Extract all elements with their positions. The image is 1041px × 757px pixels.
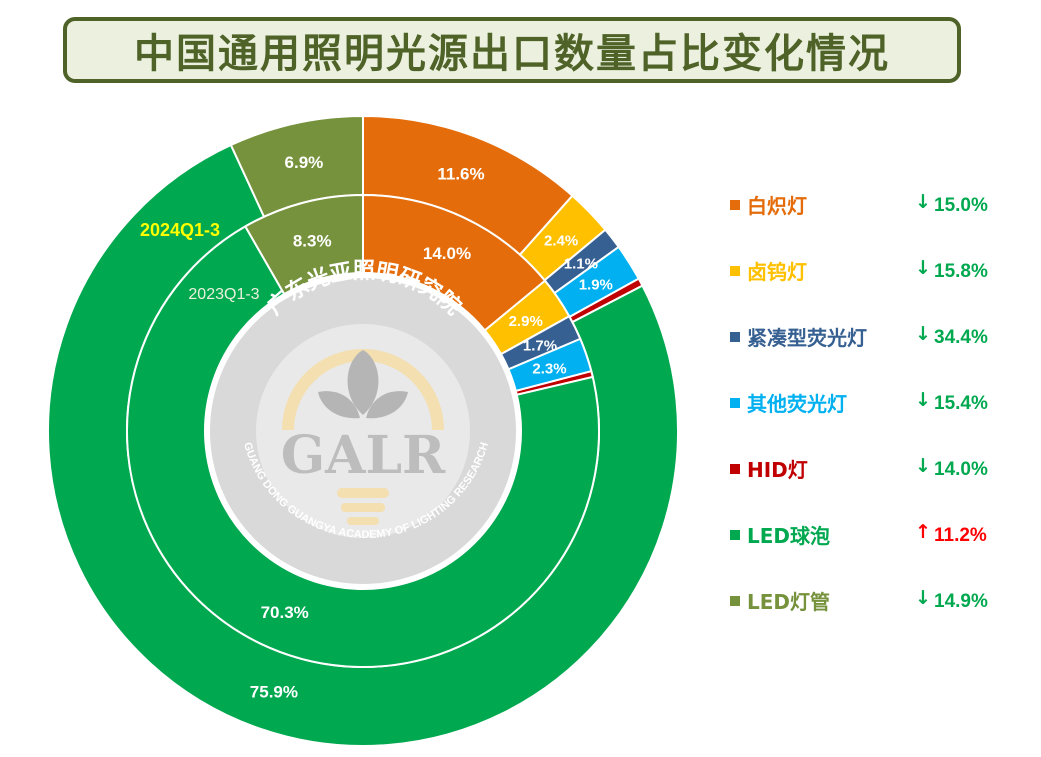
arrow-down-icon: ↓: [915, 323, 931, 345]
legend-swatch: [730, 398, 740, 408]
legend-change-value: 14.0%: [934, 459, 988, 480]
legend-change-value: 15.8%: [934, 261, 988, 282]
legend-change-value: 14.9%: [934, 591, 988, 612]
legend-swatch: [730, 266, 740, 276]
inner-slice-led-bulb: [126, 225, 600, 668]
outer-data-label-halogen: 2.4%: [544, 233, 578, 250]
arrow-up-icon: ↑: [915, 521, 931, 543]
inner-ring: [126, 193, 600, 668]
watermark-bar-3: [347, 517, 379, 525]
arrow-down-icon: ↓: [915, 587, 931, 609]
legend-change-value: 34.4%: [934, 327, 988, 348]
legend-swatch: [730, 464, 740, 474]
legend-label: 白炽灯: [747, 194, 807, 218]
outer-data-label-led-tube: 6.9%: [285, 153, 324, 172]
inner-ring-series-label: 2023Q1-3: [188, 286, 259, 303]
outer-data-label-other-fluorescent: 1.9%: [579, 277, 613, 294]
inner-data-label-incandescent: 14.0%: [423, 244, 471, 263]
legend-item-led-tube: LED灯管 ↓ 14.9%: [728, 586, 1018, 616]
legend-change-value: 11.2%: [934, 525, 987, 546]
inner-data-label-halogen: 2.9%: [509, 313, 543, 330]
watermark-bar-2: [341, 503, 385, 512]
outer-data-label-led-bulb: 75.9%: [250, 683, 298, 702]
legend-swatch: [730, 200, 740, 210]
watermark-acronym: GALR: [281, 425, 446, 486]
watermark-bar-1: [337, 488, 389, 498]
legend-change-value: 15.0%: [934, 195, 988, 216]
legend-swatch: [730, 596, 740, 606]
inner-data-label-cfl: 1.7%: [523, 338, 557, 355]
legend-item-incandescent: 白炽灯 ↓ 15.0%: [728, 190, 1018, 220]
arrow-down-icon: ↓: [915, 257, 931, 279]
legend-item-other-fluorescent: 其他荧光灯 ↓ 15.4%: [728, 388, 1018, 418]
inner-data-label-led-bulb: 70.3%: [261, 603, 309, 622]
legend-item-cfl: 紧凑型荧光灯 ↓ 34.4%: [728, 322, 1018, 352]
legend-item-hid: HID灯 ↓ 14.0%: [728, 454, 1018, 484]
arrow-down-icon: ↓: [915, 455, 931, 477]
slice-labels: 11.6% 2.4% 1.1% 1.9% 75.9% 6.9% 14.0% 2.9% 1.7% 2…: [250, 153, 613, 702]
legend-change-value: 15.4%: [934, 393, 988, 414]
inner-data-label-led-tube: 8.3%: [293, 232, 332, 251]
chart-title: 中国通用照明光源出口数量占比变化情况: [134, 31, 890, 77]
leaf-icon: [318, 350, 408, 419]
inner-data-label-other-fluorescent: 2.3%: [532, 360, 566, 377]
legend-item-halogen: 卤钨灯 ↓ 15.8%: [728, 256, 1018, 286]
legend-swatch: [730, 332, 740, 342]
outer-data-label-cfl: 1.1%: [564, 255, 598, 272]
legend-label: 紧凑型荧光灯: [747, 326, 867, 350]
legend-label: HID灯: [747, 458, 808, 482]
legend-label: LED灯管: [747, 590, 831, 614]
outer-data-label-incandescent: 11.6%: [437, 165, 484, 184]
watermark-seal: GALR 广东光亚照明研究院 GUANG DONG GUANGYA ACADEM…: [210, 259, 516, 584]
outer-ring-series-label: 2024Q1-3: [140, 220, 220, 240]
legend-item-led-bulb: LED球泡 ↑ 11.2%: [728, 520, 1018, 550]
legend-label: 其他荧光灯: [747, 392, 847, 416]
legend-label: 卤钨灯: [747, 260, 807, 284]
inner-slice-led-tube: [243, 193, 364, 296]
title-box: 中国通用照明光源出口数量占比变化情况: [63, 17, 961, 83]
legend-label: LED球泡: [747, 524, 831, 548]
arrow-down-icon: ↓: [915, 191, 931, 213]
legend-swatch: [730, 530, 740, 540]
arrow-down-icon: ↓: [915, 389, 931, 411]
